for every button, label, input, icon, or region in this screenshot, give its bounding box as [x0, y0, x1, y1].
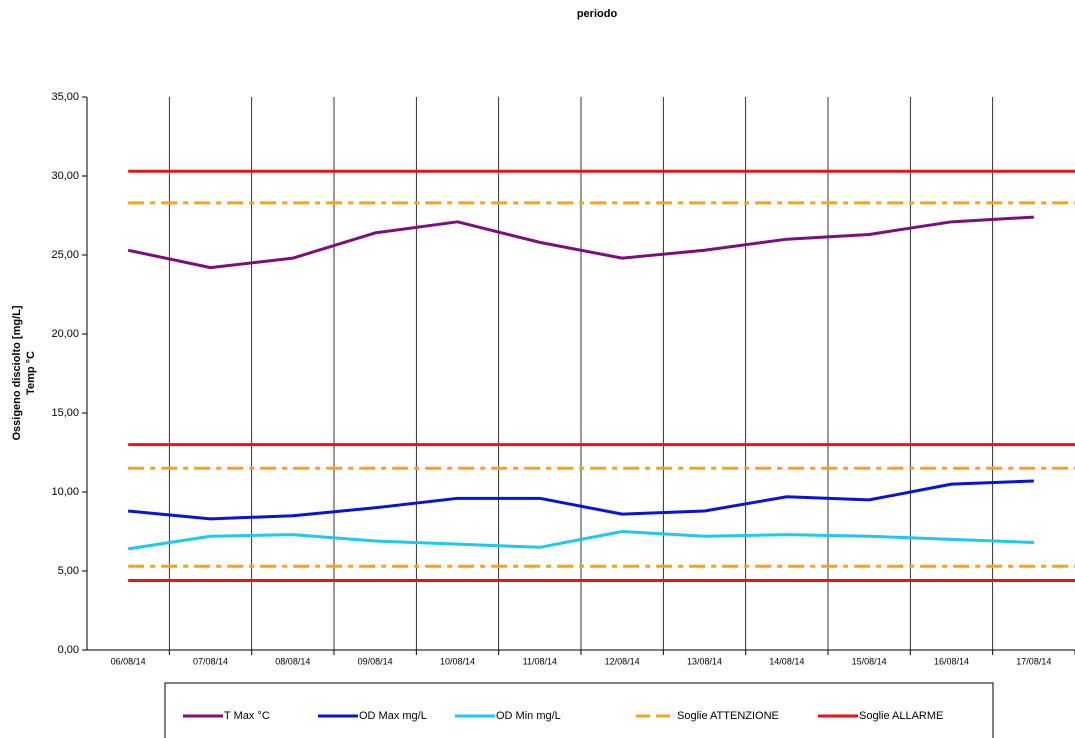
- y-axis-label: Temp °C: [25, 351, 37, 395]
- y-tick-label: 30,00: [51, 170, 79, 182]
- legend-label: Soglie ATTENZIONE: [677, 710, 779, 722]
- y-tick-label: 25,00: [51, 249, 79, 261]
- x-tick-label: 10/08/14: [440, 656, 475, 666]
- legend-label: T Max °C: [224, 710, 270, 722]
- series-line: [127, 530, 1034, 551]
- x-tick-label: 15/08/14: [852, 656, 887, 666]
- y-tick-label: 35,00: [51, 91, 79, 103]
- legend-label: Soglie ALLARME: [859, 710, 943, 722]
- x-tick-label: 13/08/14: [687, 656, 722, 666]
- y-tick-label: 0,00: [58, 644, 79, 656]
- series-line: [128, 479, 1034, 521]
- chart-title: periodo: [577, 8, 618, 20]
- x-tick-label: 16/08/14: [934, 656, 969, 666]
- x-tick-label: 08/08/14: [275, 656, 310, 666]
- x-tick-label: 17/08/14: [1016, 656, 1051, 666]
- y-tick-label: 20,00: [51, 328, 79, 340]
- legend-label: OD Min mg/L: [496, 710, 561, 722]
- x-tick-label: 14/08/14: [769, 656, 804, 666]
- series-line: [127, 215, 1034, 270]
- legend-label: OD Max mg/L: [359, 710, 427, 722]
- y-tick-label: 5,00: [58, 565, 79, 577]
- x-tick-label: 11/08/14: [523, 656, 557, 666]
- y-tick-label: 10,00: [51, 486, 79, 498]
- x-tick-label: 06/08/14: [111, 656, 146, 666]
- x-tick-label: 12/08/14: [605, 656, 640, 666]
- legend-box: [164, 682, 994, 738]
- y-axis-label: Ossigeno disciolto [mg/L]: [11, 305, 23, 440]
- x-tick-label: 07/08/14: [193, 656, 228, 666]
- x-tick-label: 09/08/14: [358, 656, 393, 666]
- y-tick-label: 15,00: [51, 407, 79, 419]
